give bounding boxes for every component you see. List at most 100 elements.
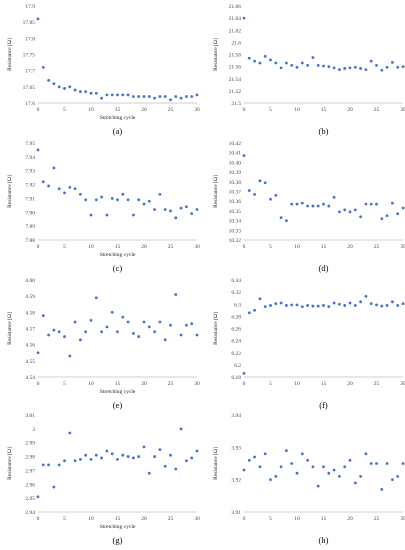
data-point bbox=[52, 82, 56, 85]
y-tick-label: 4.60 bbox=[25, 278, 35, 284]
y-tick-label: 3.91 bbox=[231, 510, 241, 516]
data-point bbox=[100, 330, 103, 334]
data-point bbox=[269, 304, 272, 307]
y-tick-label: 6.3 bbox=[234, 302, 241, 308]
chart-panel-8: 3.91 3.92 3.93 3.94 0 5 10 15 20 25 30 Resistance [… bbox=[213, 413, 405, 545]
x-tick-label: 5 bbox=[269, 381, 272, 387]
data-point bbox=[311, 304, 315, 308]
x-tick-label: 5 bbox=[269, 516, 272, 522]
data-point bbox=[274, 302, 278, 306]
data-point bbox=[68, 85, 72, 89]
y-tick-label: 10.42 bbox=[229, 141, 242, 147]
x-axis-title: Stretching cycle bbox=[100, 389, 136, 395]
x-tick-label: 20 bbox=[141, 381, 147, 387]
data-point bbox=[68, 354, 72, 358]
data-point bbox=[126, 93, 130, 97]
x-tick-label: 0 bbox=[243, 107, 246, 113]
data-point bbox=[142, 95, 146, 98]
data-point bbox=[269, 58, 272, 62]
y-tick-label: 17.6 bbox=[25, 101, 35, 107]
data-point bbox=[174, 95, 178, 98]
data-point bbox=[353, 481, 357, 485]
y-tick-label: 4.59 bbox=[25, 294, 35, 300]
y-tick-label: 17.7 bbox=[25, 69, 35, 75]
x-tick-label: 20 bbox=[347, 516, 353, 522]
data-point bbox=[121, 93, 125, 97]
x-tick-label: 10 bbox=[88, 244, 94, 250]
y-tick-label: 7.94 bbox=[25, 155, 35, 161]
x-tick-label: 20 bbox=[347, 244, 353, 250]
x-tick-label: 25 bbox=[374, 516, 380, 522]
data-point bbox=[126, 198, 130, 202]
data-point bbox=[36, 495, 40, 499]
x-axis-title: Stretching cycle bbox=[100, 524, 136, 530]
x-tick-label: 10 bbox=[294, 516, 300, 522]
data-point bbox=[242, 468, 246, 472]
y-tick-label: 21.6 bbox=[231, 40, 241, 46]
data-point bbox=[316, 64, 320, 67]
x-tick-label: 20 bbox=[347, 107, 353, 113]
data-point bbox=[163, 338, 167, 342]
y-tick-label: 10.41 bbox=[229, 151, 242, 157]
y-tick-label: 7.88 bbox=[25, 238, 35, 244]
y-tick-label: 6.34 bbox=[231, 278, 241, 284]
data-point bbox=[364, 452, 368, 456]
data-point bbox=[338, 68, 341, 72]
chart-panel-6: 6.18 6.2 6.22 6.24 6.26 6.28 6.3 6.32 6.34 0 5 10 15… bbox=[213, 278, 405, 410]
data-point bbox=[89, 213, 93, 217]
data-point bbox=[300, 305, 304, 309]
data-point bbox=[195, 93, 199, 97]
data-point bbox=[73, 459, 77, 463]
chart-panel-4: 10.32 10.33 10.34 10.35 10.36 10.37 10.38 10.39… bbox=[213, 141, 405, 273]
data-point bbox=[100, 456, 103, 460]
data-point bbox=[290, 64, 294, 67]
x-tick-label: 30 bbox=[400, 381, 405, 387]
y-tick-label: 7.93 bbox=[25, 169, 35, 175]
x-tick-label: 30 bbox=[194, 244, 200, 250]
data-point bbox=[253, 455, 256, 459]
x-tick-label: 30 bbox=[400, 516, 405, 522]
data-point bbox=[290, 303, 294, 307]
chart-panel-1: 17.6 17.65 17.7 17.75 17.8 17.85 17.9 0 5 10 15 20 2… bbox=[7, 4, 200, 136]
y-tick-label: 6.24 bbox=[231, 339, 241, 345]
data-point bbox=[190, 322, 194, 326]
data-point bbox=[285, 61, 288, 65]
data-point bbox=[242, 371, 246, 375]
data-point bbox=[121, 192, 125, 196]
data-point bbox=[353, 304, 357, 307]
y-axis-title: Resistance [Ω] bbox=[213, 38, 219, 71]
data-point bbox=[364, 294, 368, 298]
y-axis-title: Resistance [Ω] bbox=[213, 312, 219, 345]
data-point bbox=[369, 462, 373, 465]
data-point bbox=[63, 87, 66, 90]
x-tick-label: 5 bbox=[63, 381, 66, 387]
data-point bbox=[89, 91, 93, 95]
data-point bbox=[169, 453, 172, 457]
x-tick-label: 30 bbox=[400, 244, 405, 250]
data-point bbox=[190, 95, 194, 98]
data-point bbox=[263, 452, 267, 456]
data-point bbox=[47, 78, 50, 82]
x-tick-label: 20 bbox=[141, 244, 147, 250]
y-tick-label: 6.2 bbox=[234, 363, 241, 369]
data-point bbox=[84, 453, 88, 457]
data-point bbox=[348, 301, 352, 305]
data-point bbox=[332, 195, 336, 199]
data-point bbox=[126, 455, 130, 458]
data-point bbox=[142, 320, 146, 324]
y-tick-label: 6.22 bbox=[231, 351, 241, 357]
data-point bbox=[258, 61, 262, 65]
data-point bbox=[57, 330, 61, 334]
data-point bbox=[327, 204, 331, 208]
data-point bbox=[269, 197, 272, 201]
data-point bbox=[137, 455, 141, 458]
y-tick-label: 10.32 bbox=[229, 238, 242, 244]
data-point bbox=[89, 319, 93, 322]
y-tick-label: 10.37 bbox=[229, 190, 242, 196]
x-tick-label: 25 bbox=[168, 244, 174, 250]
data-point bbox=[380, 487, 384, 491]
y-tick-label: 7.90 bbox=[25, 210, 35, 216]
x-tick-label: 20 bbox=[347, 381, 353, 387]
y-tick-label: 7.95 bbox=[25, 141, 35, 147]
data-point bbox=[158, 320, 162, 324]
